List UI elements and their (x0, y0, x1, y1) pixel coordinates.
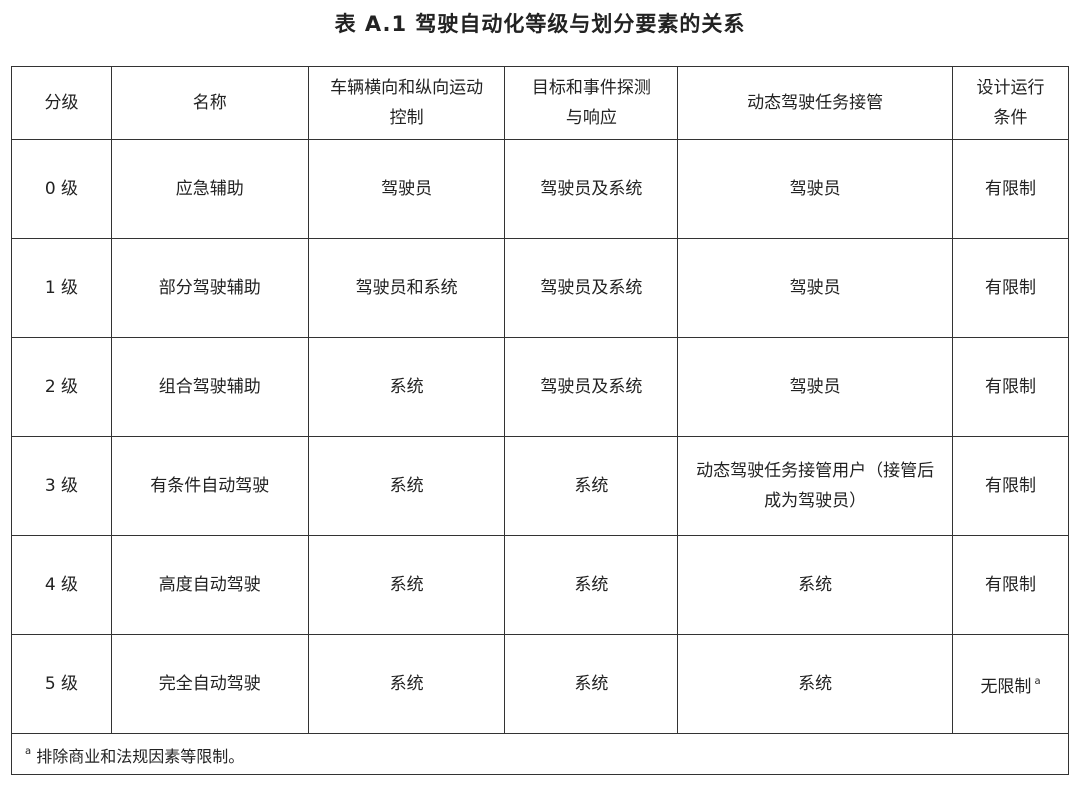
cell-text: 有限制 (985, 278, 1037, 298)
cell-name: 完全自动驾驶 (110, 634, 309, 734)
cell-text: 0 级 (44, 179, 79, 199)
cell-text: 驾驶员 (789, 377, 841, 397)
cell-text: 系统 (574, 575, 609, 595)
header-odd: 设计运行条件 (952, 66, 1069, 140)
cell-text: 组合驾驶辅助 (158, 377, 261, 397)
cell-ddt-fallback: 驾驶员 (677, 139, 954, 239)
cell-text: 驾驶员 (789, 179, 841, 199)
cell-text: 高度自动驾驶 (158, 575, 261, 595)
cell-motion-control: 系统 (307, 337, 506, 437)
cell-level: 4 级 (11, 535, 112, 635)
cell-text: 系统 (389, 575, 424, 595)
footnote: a 排除商业和法规因素等限制。 (11, 733, 1069, 775)
cell-odd: 无限制 a (952, 634, 1069, 734)
table-row: 4 级 高度自动驾驶 系统 系统 系统 有限制 (11, 535, 1069, 635)
cell-level: 5 级 (11, 634, 112, 734)
cell-level: 3 级 (11, 436, 112, 536)
cell-odd: 有限制 (952, 337, 1069, 437)
table-row: 0 级 应急辅助 驾驶员 驾驶员及系统 驾驶员 有限制 (11, 139, 1069, 239)
cell-text: 驾驶员 (789, 278, 841, 298)
cell-text: 有限制 (985, 179, 1037, 199)
cell-name: 有条件自动驾驶 (110, 436, 309, 536)
cell-text: 驾驶员及系统 (540, 179, 643, 199)
cell-text: 部分驾驶辅助 (158, 278, 261, 298)
cell-text: 有限制 (985, 476, 1037, 496)
cell-text: 有限制 (985, 377, 1037, 397)
cell-text: 系统 (798, 575, 833, 595)
cell-ddt-fallback: 驾驶员 (677, 337, 954, 437)
automation-level-table: 分级 名称 车辆横向和纵向运动控制 目标和事件探测与响应 动态驾驶任务接管 设计… (11, 66, 1069, 775)
cell-ddt-fallback: 系统 (677, 535, 954, 635)
cell-motion-control: 系统 (307, 634, 506, 734)
cell-name: 应急辅助 (110, 139, 309, 239)
cell-text: 系统 (389, 674, 424, 694)
cell-odd: 有限制 (952, 238, 1069, 338)
cell-text: 动态驾驶任务接管用户（接管后成为驾驶员） (696, 461, 935, 511)
cell-odd: 有限制 (952, 139, 1069, 239)
footnote-text: 排除商业和法规因素等限制。 (36, 746, 245, 766)
cell-text: 3 级 (44, 476, 79, 496)
cell-level: 0 级 (11, 139, 112, 239)
cell-text: 驾驶员及系统 (540, 377, 643, 397)
footnote-marker: a (25, 745, 32, 757)
table-row: 2 级 组合驾驶辅助 系统 驾驶员及系统 驾驶员 有限制 (11, 337, 1069, 437)
header-detection-response: 目标和事件探测与响应 (504, 66, 679, 140)
cell-ddt-fallback: 驾驶员 (677, 238, 954, 338)
cell-level: 1 级 (11, 238, 112, 338)
table-row: 3 级 有条件自动驾驶 系统 系统 动态驾驶任务接管用户（接管后成为驾驶员） 有限制 (11, 436, 1069, 536)
header-motion-control: 车辆横向和纵向运动控制 (307, 66, 506, 140)
cell-motion-control: 系统 (307, 436, 506, 536)
cell-text: 系统 (389, 377, 424, 397)
cell-text: 驾驶员及系统 (540, 278, 643, 298)
cell-motion-control: 系统 (307, 535, 506, 635)
cell-text: 2 级 (44, 377, 79, 397)
cell-detection-response: 驾驶员及系统 (504, 139, 679, 239)
cell-detection-response: 驾驶员及系统 (504, 337, 679, 437)
cell-name: 部分驾驶辅助 (110, 238, 309, 338)
cell-text: 无限制 (980, 676, 1032, 697)
header-row: 分级 名称 车辆横向和纵向运动控制 目标和事件探测与响应 动态驾驶任务接管 设计… (11, 66, 1069, 140)
cell-text: 1 级 (44, 278, 79, 298)
header-level: 分级 (11, 66, 112, 140)
footnote-row: a 排除商业和法规因素等限制。 (11, 733, 1069, 775)
cell-name: 组合驾驶辅助 (110, 337, 309, 437)
cell-level: 2 级 (11, 337, 112, 437)
cell-text: 完全自动驾驶 (158, 674, 261, 694)
cell-detection-response: 系统 (504, 436, 679, 536)
cell-text: 系统 (798, 674, 833, 694)
cell-motion-control: 驾驶员和系统 (307, 238, 506, 338)
cell-motion-control: 驾驶员 (307, 139, 506, 239)
cell-detection-response: 系统 (504, 535, 679, 635)
header-name: 名称 (110, 66, 309, 140)
cell-text: 驾驶员 (381, 179, 433, 199)
cell-detection-response: 驾驶员及系统 (504, 238, 679, 338)
table-title: 表 A.1 驾驶自动化等级与划分要素的关系 (334, 12, 746, 36)
cell-text: 系统 (574, 674, 609, 694)
cell-ddt-fallback: 动态驾驶任务接管用户（接管后成为驾驶员） (677, 436, 954, 536)
cell-text: 4 级 (44, 575, 79, 595)
cell-detection-response: 系统 (504, 634, 679, 734)
cell-text: 有限制 (985, 575, 1037, 595)
cell-ddt-fallback: 系统 (677, 634, 954, 734)
table-row: 1 级 部分驾驶辅助 驾驶员和系统 驾驶员及系统 驾驶员 有限制 (11, 238, 1069, 338)
cell-text: 有条件自动驾驶 (150, 476, 270, 496)
table-row: 5 级 完全自动驾驶 系统 系统 系统 无限制 a (11, 634, 1069, 734)
cell-odd: 有限制 (952, 436, 1069, 536)
cell-text: 系统 (389, 476, 424, 496)
cell-text: 系统 (574, 476, 609, 496)
cell-text: 应急辅助 (175, 179, 244, 199)
cell-text: 驾驶员和系统 (355, 278, 458, 298)
cell-text: 5 级 (44, 674, 79, 694)
header-ddt-fallback: 动态驾驶任务接管 (677, 66, 954, 140)
footnote-marker: a (1034, 675, 1041, 687)
cell-odd: 有限制 (952, 535, 1069, 635)
cell-name: 高度自动驾驶 (110, 535, 309, 635)
